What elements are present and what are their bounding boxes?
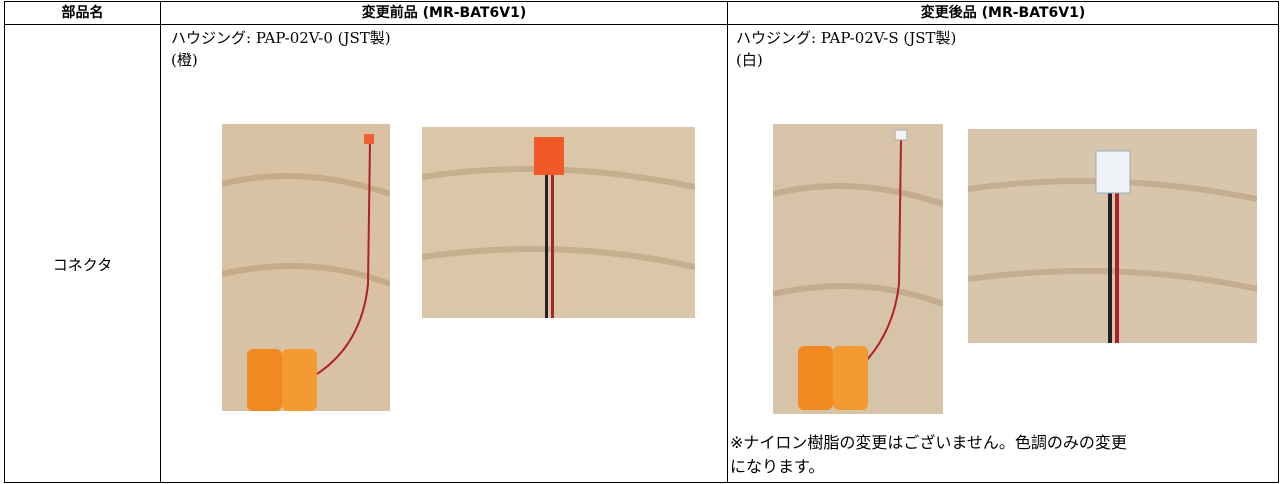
housing-text: ハウジング: PAP-02V-0 (JST製) bbox=[171, 29, 391, 47]
battery-photo bbox=[773, 124, 943, 414]
after-cell: ハウジング: PAP-02V-S (JST製) (白) ※ナイロン樹脂の変更はご… bbox=[727, 24, 1279, 483]
color-text: (白) bbox=[736, 51, 763, 69]
battery-photo bbox=[222, 124, 390, 411]
before-cell: ハウジング: PAP-02V-0 (JST製) (橙) bbox=[160, 24, 728, 483]
color-text: (橙) bbox=[171, 51, 198, 69]
connector-photo bbox=[422, 127, 695, 318]
header-cell: 変更後品 (MR-BAT6V1) bbox=[727, 1, 1279, 25]
part-name: コネクタ bbox=[52, 256, 113, 274]
header-cell: 変更前品 (MR-BAT6V1) bbox=[160, 1, 728, 25]
housing-text: ハウジング: PAP-02V-S (JST製) bbox=[736, 29, 957, 47]
header-cell: 部品名 bbox=[4, 1, 161, 25]
part-cell: コネクタ bbox=[4, 24, 161, 483]
note-text: ※ナイロン樹脂の変更はございません。色調のみの変更になります。 bbox=[730, 433, 1127, 476]
connector-photo bbox=[968, 129, 1257, 343]
